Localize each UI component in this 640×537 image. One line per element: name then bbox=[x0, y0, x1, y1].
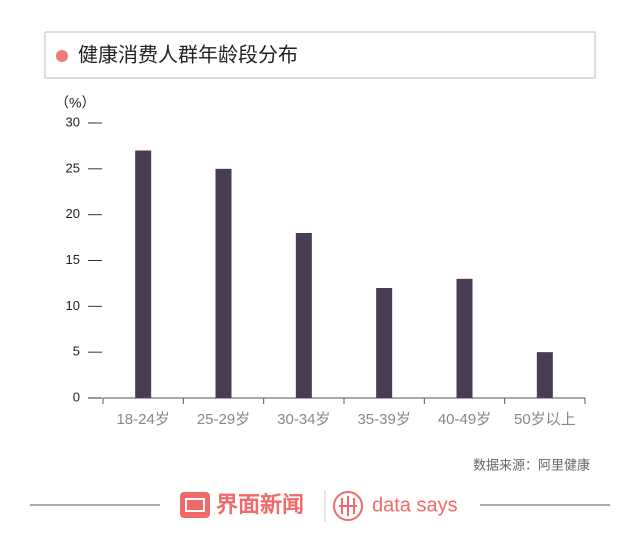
sub-brand: data says bbox=[372, 494, 458, 516]
y-axis-label: （%） bbox=[55, 95, 95, 111]
sub-brand-logo-inner bbox=[339, 496, 357, 516]
bar bbox=[295, 233, 312, 398]
x-tick-label: 50岁以上 bbox=[514, 411, 576, 428]
x-tick-label: 35-39岁 bbox=[357, 411, 410, 428]
bar bbox=[536, 352, 553, 398]
bar bbox=[135, 150, 152, 398]
x-tick-label: 25-29岁 bbox=[197, 411, 250, 428]
brand-logo-inner bbox=[185, 498, 205, 512]
y-tick-label: 0 bbox=[73, 389, 80, 404]
title-frame bbox=[44, 31, 596, 79]
x-tick-label: 40-49岁 bbox=[438, 411, 491, 428]
title-dot bbox=[56, 50, 68, 62]
y-tick-label: 5 bbox=[73, 344, 80, 359]
sub-brand-logo bbox=[333, 491, 363, 521]
bar bbox=[456, 278, 473, 398]
x-tick-label: 18-24岁 bbox=[116, 411, 169, 428]
y-tick-label: 10 bbox=[66, 298, 80, 313]
source: 数据来源：阿里健康 bbox=[473, 457, 590, 472]
y-tick-label: 15 bbox=[66, 252, 80, 267]
brand-logo bbox=[180, 492, 210, 518]
x-tick-label: 30-34岁 bbox=[277, 411, 330, 428]
y-tick-label: 25 bbox=[66, 160, 80, 175]
chart-title: 健康消费人群年龄段分布 bbox=[78, 43, 298, 66]
y-tick-label: 30 bbox=[66, 114, 80, 129]
y-tick-label: 20 bbox=[66, 206, 80, 221]
bar bbox=[215, 168, 232, 398]
brand: 界面新闻 bbox=[216, 492, 304, 517]
bar bbox=[376, 288, 393, 398]
